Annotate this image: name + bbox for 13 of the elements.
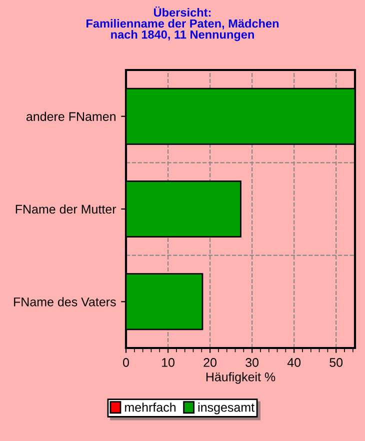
x-axis-title: Häufigkeit % (206, 372, 276, 384)
legend-label: mehrfach (125, 402, 176, 412)
chart-title: Übersicht: Familienname der Paten, Mädchen nach 1840, 11 Nennungen (86, 6, 279, 42)
x-tick-label: 40 (287, 358, 301, 367)
y-tick-label: andere FNamen (26, 112, 116, 121)
x-tick-label: 20 (204, 358, 216, 367)
x-tick-label: 50 (330, 358, 343, 367)
y-tick-label: FName des Vaters (14, 297, 116, 306)
x-tick-label: 30 (246, 358, 259, 367)
x-tick-label: 10 (162, 358, 174, 367)
y-tick-label: FName der Mutter (16, 204, 116, 214)
x-tick-label: 0 (123, 358, 129, 367)
legend-label: insgesamt (198, 402, 254, 414)
